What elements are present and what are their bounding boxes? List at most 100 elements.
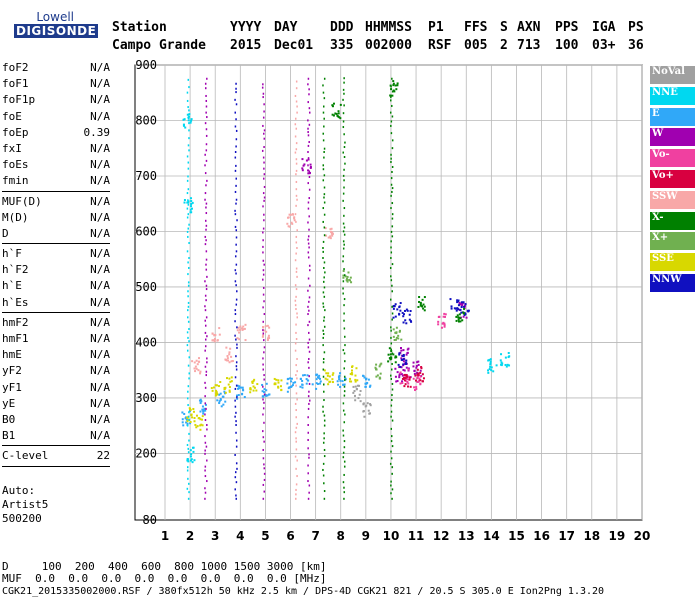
streak-point [344,379,346,382]
data-point [458,302,461,305]
data-point [339,385,342,388]
streak-point [344,162,346,165]
header-value-axn: 713 [517,38,541,53]
data-point [244,323,247,326]
data-point [400,357,403,360]
streak-point [344,360,346,363]
data-point [394,331,397,334]
streak-point [308,390,310,393]
param-value: 22 [96,449,110,463]
data-point [403,369,406,372]
header-value-p1: RSF [428,38,452,53]
streak-point [343,304,345,307]
data-point [444,315,447,318]
streak-point [263,378,265,381]
streak-point [323,226,326,229]
data-point [217,385,220,388]
streak-point [236,343,238,346]
streak-point [262,205,264,208]
plot-frame [134,64,643,521]
streak-point [322,336,324,339]
param-row: h`F N/A [2,246,110,262]
data-point [294,381,297,384]
x-tick-label: 11 [408,529,425,543]
data-point [366,381,369,384]
data-point [223,387,226,390]
param-row: fmin N/A [2,173,110,189]
data-point [261,383,264,386]
data-point [335,112,338,115]
data-point [462,305,465,308]
streak-point [204,82,207,85]
data-point [396,380,399,383]
streak-point [390,450,392,453]
data-point [416,372,419,375]
streak-point [235,202,237,205]
data-point [195,367,198,370]
data-point [194,370,197,373]
streak-point [342,222,345,225]
data-point [327,236,330,239]
streak-point [390,427,393,430]
data-point [266,324,269,327]
streak-point [390,410,393,413]
param-name: B1 [2,429,16,443]
data-point [467,309,470,312]
streak-point [390,256,392,259]
streak-point [308,453,310,456]
streak-point [295,323,297,326]
streak-point [186,155,189,158]
param-separator [2,243,110,245]
data-point [181,418,184,421]
footer-d-row: D 100 200 400 600 800 1000 1500 3000 [km… [2,560,327,573]
data-point [315,387,318,390]
streak-point [390,348,392,351]
streak-point [322,139,325,142]
streak-point [261,149,264,152]
data-point [228,377,231,380]
streak-point [343,385,346,388]
streak-point [234,405,237,408]
data-point [301,379,304,382]
data-point [401,374,404,377]
streak-point [296,357,298,360]
streak-point [235,243,237,246]
data-point [287,225,290,228]
data-point [203,408,206,411]
streak-point [323,276,325,279]
data-point [495,364,498,367]
data-point [277,381,280,384]
streak-point [263,263,265,266]
streak-point [295,180,298,183]
data-point [409,385,412,388]
streak-point [235,284,237,287]
data-point [329,235,332,238]
data-point [349,279,352,282]
data-point [459,317,462,320]
streak-point [187,199,189,202]
streak-point [323,261,326,264]
data-point [228,351,231,354]
data-point [406,385,409,388]
data-point [213,337,216,340]
data-point [225,346,228,349]
data-point [331,104,334,107]
x-tick-label: 19 [609,529,626,543]
footer-muf-row: MUF 0.0 0.0 0.0 0.0 0.0 0.0 0.0 0.0 [MHz… [2,572,327,585]
streak-point [186,250,189,253]
data-point [307,172,310,175]
streak-point [342,429,344,432]
streak-point [322,280,325,283]
streak-point [296,316,299,319]
streak-point [322,383,325,386]
streak-point [204,309,207,312]
streak-point [235,439,238,442]
streak-point [323,448,326,451]
x-tick-label: 10 [383,529,400,543]
data-point [487,359,490,362]
data-point [398,376,401,379]
data-point [423,309,426,312]
streak-point [234,309,237,312]
data-point [422,307,425,310]
streak-point [205,374,208,377]
